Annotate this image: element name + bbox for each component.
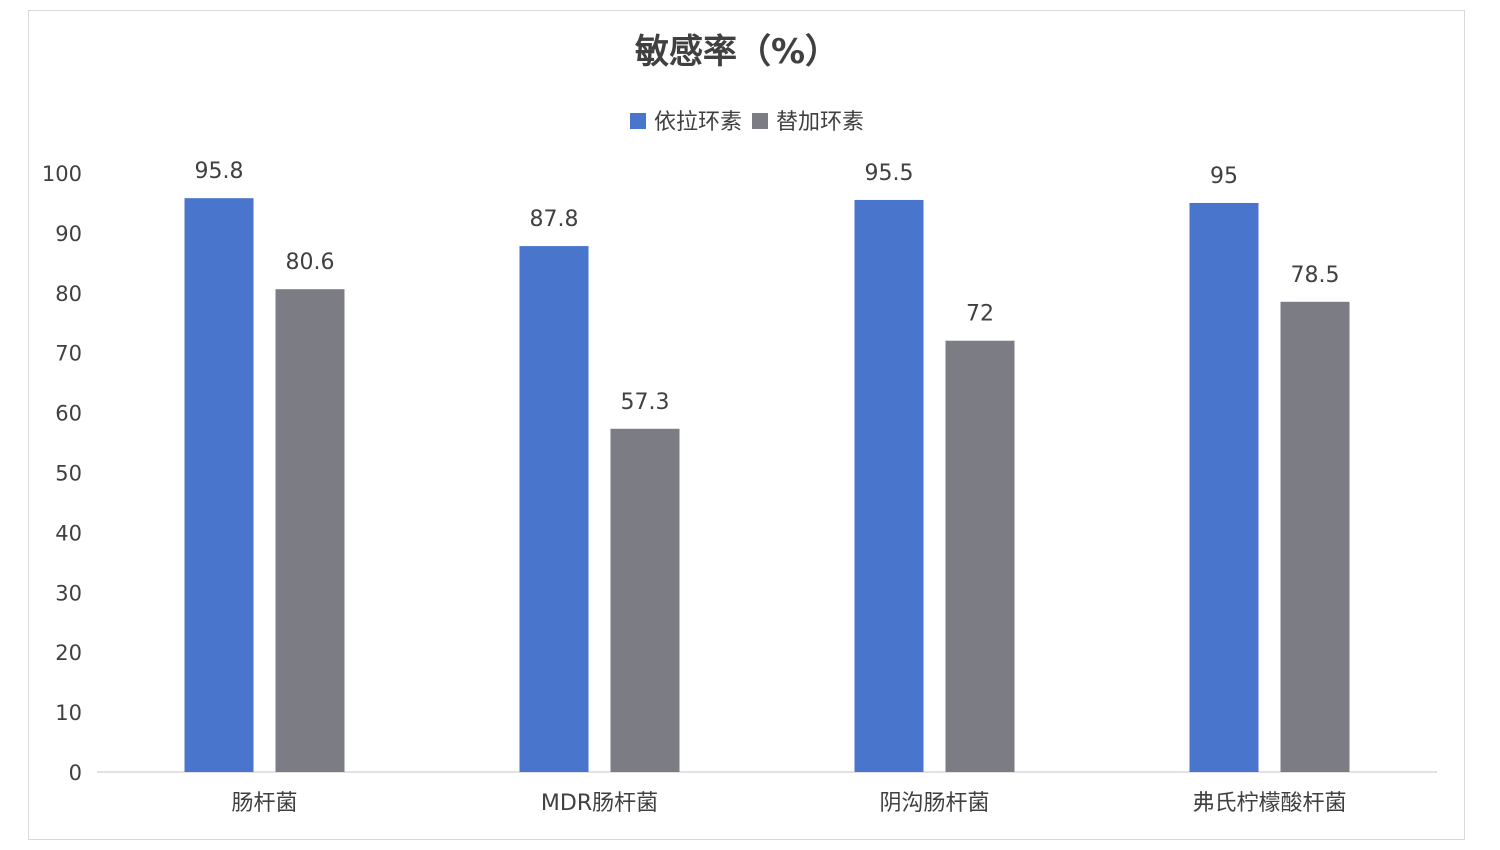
data-label: 72 xyxy=(966,302,994,327)
y-tick-label: 80 xyxy=(55,282,82,306)
y-tick-label: 30 xyxy=(55,581,82,605)
legend-label: 依拉环素 xyxy=(654,110,742,135)
y-tick-label: 60 xyxy=(55,402,82,426)
y-tick-label: 10 xyxy=(55,701,82,725)
data-label: 95.5 xyxy=(865,161,914,186)
legend-item: 替加环素 xyxy=(752,110,864,135)
y-tick-label: 90 xyxy=(55,222,82,246)
category-label: 阴沟肠杆菌 xyxy=(879,791,989,816)
legend-swatch xyxy=(629,113,646,129)
bar-series1 xyxy=(184,198,254,772)
bar-series1 xyxy=(519,246,589,772)
y-tick-label: 50 xyxy=(55,462,82,486)
legend: 依拉环素 替加环素 xyxy=(629,110,864,135)
data-labels: 95.8 80.6 87.8 57.3 95.5 72 95 78.5 xyxy=(195,159,1340,415)
bar-series2 xyxy=(945,340,1015,772)
data-label: 80.6 xyxy=(286,250,335,275)
bar-series2 xyxy=(275,289,345,772)
legend-item: 依拉环素 xyxy=(629,110,742,135)
y-tick-label: 70 xyxy=(55,342,82,366)
bar-series2 xyxy=(610,428,680,772)
data-label: 78.5 xyxy=(1291,263,1340,288)
legend-label: 替加环素 xyxy=(776,110,864,135)
legend-swatch xyxy=(752,113,768,129)
data-label: 87.8 xyxy=(530,207,579,232)
y-tick-label: 20 xyxy=(55,641,82,665)
bar-series2 xyxy=(1280,301,1350,772)
bar-series1 xyxy=(854,199,924,772)
data-label: 95.8 xyxy=(195,159,244,184)
category-label: MDR肠杆菌 xyxy=(541,791,658,816)
chart-title: 敏感率（%） xyxy=(635,32,839,72)
y-tick-label: 0 xyxy=(69,761,82,785)
category-label: 肠杆菌 xyxy=(231,791,297,816)
x-axis: 肠杆菌 MDR肠杆菌 阴沟肠杆菌 弗氏柠檬酸杆菌 xyxy=(231,791,1346,816)
y-axis: 0 10 20 30 40 50 60 70 80 90 100 xyxy=(42,162,82,785)
category-label: 弗氏柠檬酸杆菌 xyxy=(1192,791,1346,816)
bars xyxy=(184,198,1350,772)
data-label: 95 xyxy=(1210,164,1238,189)
y-tick-label: 100 xyxy=(42,162,82,186)
y-tick-label: 40 xyxy=(55,521,82,545)
data-label: 57.3 xyxy=(621,390,670,415)
bar-series1 xyxy=(1189,202,1259,772)
